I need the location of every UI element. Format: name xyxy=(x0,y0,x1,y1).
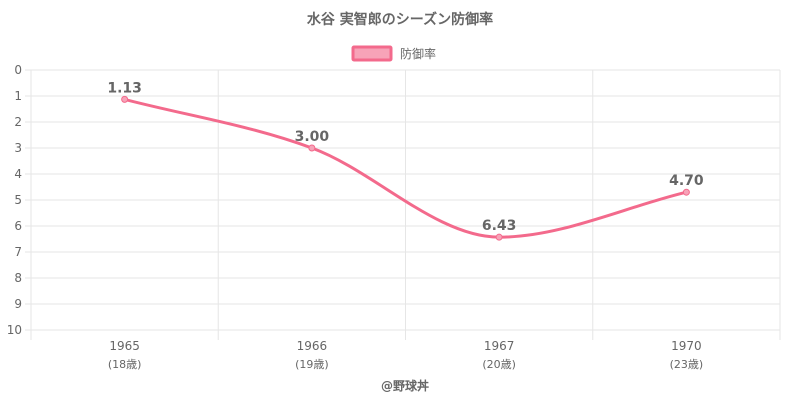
x-tick-label: 1965 xyxy=(109,339,140,353)
y-tick-label: 6 xyxy=(14,219,22,233)
x-tick-sublabel: (19歳) xyxy=(295,358,329,371)
grid xyxy=(25,69,781,340)
data-label: 3.00 xyxy=(295,129,330,145)
x-tick-sublabel: (18歳) xyxy=(108,358,142,371)
y-tick-label: 0 xyxy=(14,63,22,77)
x-tick-label: 1967 xyxy=(484,339,515,353)
y-tick-label: 8 xyxy=(14,271,22,285)
y-tick-label: 1 xyxy=(14,89,22,103)
x-tick-sublabel: (23歳) xyxy=(670,358,704,371)
y-tick-label: 7 xyxy=(14,245,22,259)
credit-text: @野球丼 xyxy=(381,378,429,393)
data-point xyxy=(495,233,503,241)
legend-swatch xyxy=(351,45,393,62)
y-tick-label: 10 xyxy=(7,323,22,337)
x-tick-sublabel: (20歳) xyxy=(482,358,516,371)
y-tick-label: 4 xyxy=(14,167,22,181)
data-label: 6.43 xyxy=(482,218,517,234)
chart-title: 水谷 実智郎のシーズン防御率 xyxy=(307,11,493,28)
y-tick-label: 3 xyxy=(14,141,22,155)
x-tick-label: 1970 xyxy=(671,339,702,353)
legend[interactable]: 防御率 xyxy=(351,45,436,62)
series-line xyxy=(124,97,687,239)
data-point xyxy=(682,188,690,196)
data-point xyxy=(308,144,316,152)
y-tick-label: 2 xyxy=(14,115,22,129)
data-point xyxy=(121,95,129,103)
data-label: 1.13 xyxy=(107,80,142,96)
x-tick-label: 1966 xyxy=(297,339,328,353)
y-tick-label: 5 xyxy=(14,193,22,207)
data-label: 4.70 xyxy=(669,173,704,189)
series: 1.13 3.00 6.43 4.70 xyxy=(107,80,704,241)
axes: 0 1 2 3 4 5 6 7 8 9 10 1965 (18歳) 1966 (19歳) 1967 (20歳) 1… xyxy=(7,63,703,371)
y-tick-label: 9 xyxy=(14,297,22,311)
legend-label: 防御率 xyxy=(400,46,436,61)
